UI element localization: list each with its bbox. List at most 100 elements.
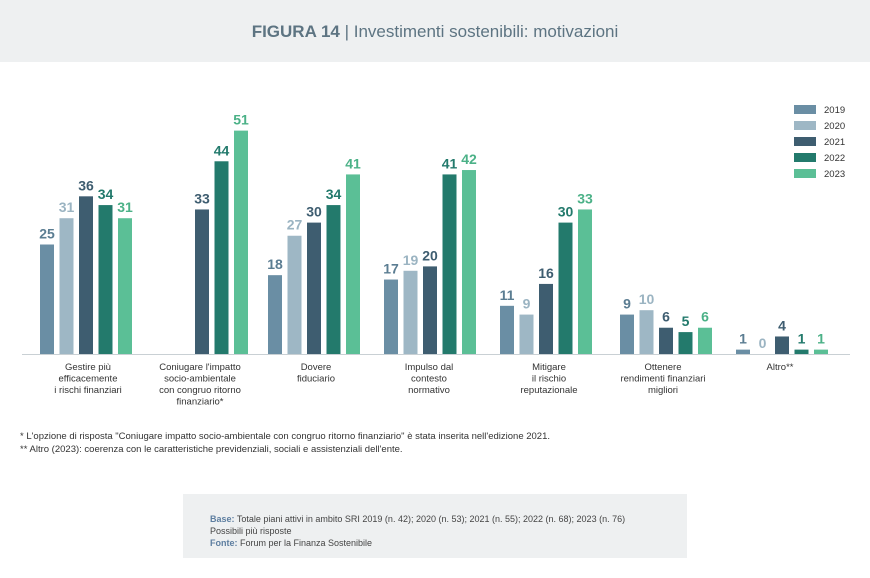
legend-label-2020: 2020 bbox=[824, 121, 845, 132]
data-label: 33 bbox=[577, 190, 593, 206]
legend-swatch-2020 bbox=[794, 121, 816, 130]
category-label-line: Altro** bbox=[767, 362, 794, 373]
data-label: 19 bbox=[403, 252, 419, 268]
fonte-text: Forum per la Finanza Sostenibile bbox=[237, 538, 373, 548]
footnotes: * L'opzione di risposta "Coniugare impat… bbox=[20, 430, 550, 456]
legend-swatch-2023 bbox=[794, 169, 816, 178]
category-label-line: Coniugare l'impatto bbox=[159, 362, 241, 373]
bar-2023 bbox=[234, 130, 248, 354]
bar-2023 bbox=[578, 209, 592, 354]
data-label: 18 bbox=[267, 256, 283, 272]
source-text: Base: Totale piani attivi in ambito SRI … bbox=[210, 513, 625, 549]
bar-2020 bbox=[639, 310, 654, 354]
category-label-line: finanziario* bbox=[177, 397, 224, 408]
bar-2019 bbox=[384, 279, 398, 354]
data-label: 25 bbox=[39, 226, 55, 242]
bar-2022 bbox=[794, 349, 809, 354]
legend-swatch-2021 bbox=[794, 137, 816, 146]
data-label: 31 bbox=[59, 199, 75, 215]
data-label: 9 bbox=[523, 296, 531, 312]
base-label: Base: bbox=[210, 514, 235, 524]
data-label: 0 bbox=[759, 335, 767, 351]
bar-2019 bbox=[268, 275, 282, 354]
data-label: 44 bbox=[214, 142, 230, 158]
title-separator: | bbox=[339, 22, 354, 41]
bar-2023 bbox=[462, 170, 476, 354]
bar-2022 bbox=[98, 205, 113, 354]
category-label: Dovere fiduciario bbox=[297, 362, 335, 385]
data-label: 31 bbox=[117, 199, 133, 215]
category-label-line: migliori bbox=[648, 385, 678, 396]
data-label: 41 bbox=[442, 155, 458, 171]
bar-2021 bbox=[307, 222, 321, 354]
category-label: Ottenere rendimenti finanziari migliori bbox=[620, 362, 705, 396]
data-label: 20 bbox=[422, 247, 438, 263]
legend-label-2022: 2022 bbox=[824, 153, 845, 164]
source-box: Base: Totale piani attivi in ambito SRI … bbox=[183, 494, 687, 558]
legend-label-2021: 2021 bbox=[824, 137, 845, 148]
category-label-line: il rischio bbox=[532, 374, 566, 385]
data-label: 1 bbox=[739, 331, 747, 347]
data-label: 6 bbox=[662, 309, 670, 325]
bar-2019 bbox=[620, 314, 634, 354]
bar-2019 bbox=[500, 305, 514, 354]
data-label: 34 bbox=[326, 186, 342, 202]
category-label: Altro** bbox=[767, 362, 794, 373]
bar-2023 bbox=[346, 174, 360, 354]
data-label: 5 bbox=[682, 313, 690, 329]
category-label-line: socio-ambientale bbox=[164, 374, 236, 385]
legend-label-2023: 2023 bbox=[824, 169, 845, 180]
bar-2022 bbox=[678, 332, 693, 354]
category-label-line: Ottenere bbox=[645, 362, 682, 373]
data-label: 30 bbox=[558, 204, 574, 220]
category-label-line: fiduciario bbox=[297, 374, 335, 385]
data-label: 33 bbox=[194, 190, 210, 206]
data-label: 1 bbox=[798, 331, 806, 347]
category-label-line: Mitigare bbox=[532, 362, 566, 373]
category-label-line: reputazionale bbox=[520, 385, 577, 396]
figure-title: FIGURA 14 | Investimenti sostenibili: mo… bbox=[0, 22, 870, 42]
bar-2022 bbox=[558, 222, 573, 354]
legend-label-2019: 2019 bbox=[824, 105, 845, 116]
bar-2023 bbox=[698, 327, 712, 354]
legend-swatch-2019 bbox=[794, 105, 816, 114]
data-label: 34 bbox=[98, 186, 114, 202]
data-label: 6 bbox=[701, 309, 709, 325]
bar-2022 bbox=[326, 205, 341, 354]
bar-2020 bbox=[519, 314, 534, 354]
bar-2023 bbox=[118, 218, 132, 354]
data-label: 51 bbox=[233, 112, 249, 128]
bar-2022 bbox=[442, 174, 457, 354]
figure-label: FIGURA 14 bbox=[251, 22, 340, 41]
category-label-line: Gestire più bbox=[65, 362, 111, 373]
figure-title-text: Investimenti sostenibili: motivazioni bbox=[353, 22, 619, 41]
bar-2019 bbox=[40, 244, 54, 354]
category-label-line: efficacemente bbox=[59, 374, 118, 385]
bar-2020 bbox=[403, 270, 418, 354]
fonte-line: Fonte: Forum per la Finanza Sostenibile bbox=[210, 537, 625, 549]
category-label: Impulso dal contesto normativo bbox=[405, 362, 454, 396]
bar-2021 bbox=[423, 266, 437, 354]
bar-2019 bbox=[736, 349, 750, 354]
bar-2020 bbox=[287, 235, 302, 354]
bar-2021 bbox=[659, 327, 673, 354]
data-label: 30 bbox=[306, 204, 322, 220]
bar-2021 bbox=[195, 209, 209, 354]
data-label: 10 bbox=[639, 291, 655, 307]
data-label: 36 bbox=[78, 177, 94, 193]
figure-header: FIGURA 14 | Investimenti sostenibili: mo… bbox=[0, 0, 870, 62]
legend-swatch-2022 bbox=[794, 153, 816, 162]
bar-2020 bbox=[59, 218, 74, 354]
category-label-line: Impulso dal bbox=[405, 362, 454, 373]
data-label: 1 bbox=[817, 331, 825, 347]
category-label-line: contesto bbox=[411, 374, 447, 385]
data-label: 17 bbox=[383, 261, 399, 277]
category-label-line: Dovere bbox=[301, 362, 332, 373]
category-label-line: i rischi finanziari bbox=[54, 385, 122, 396]
multiple-answers-note: Possibili più risposte bbox=[210, 526, 292, 536]
data-label: 27 bbox=[287, 217, 303, 233]
category-label: Mitigare il rischio reputazionale bbox=[520, 362, 577, 396]
footnote-1: * L'opzione di risposta "Coniugare impat… bbox=[20, 431, 551, 442]
category-label: Gestire più efficacemente i rischi finanzi… bbox=[54, 362, 122, 396]
